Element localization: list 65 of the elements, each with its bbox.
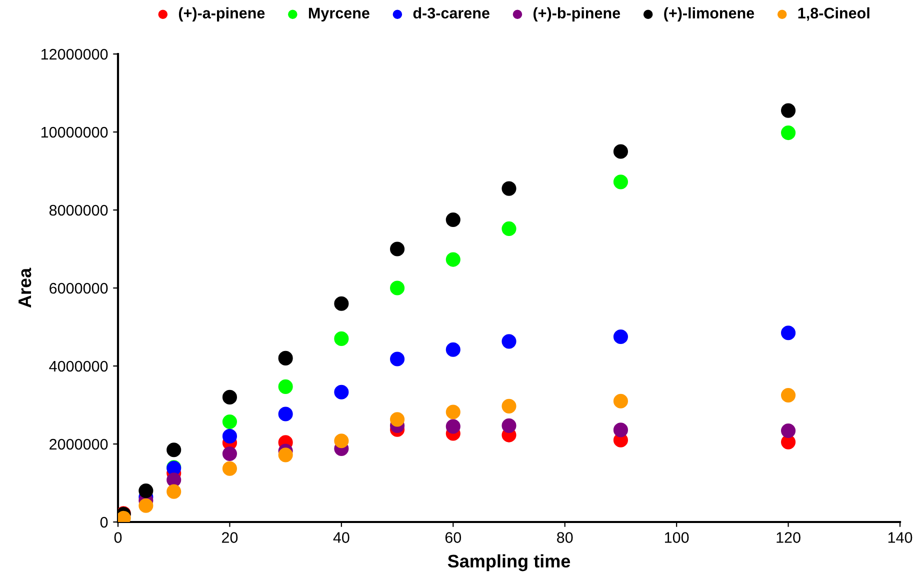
point xyxy=(446,212,460,228)
legend-label: 1,8-Cineol xyxy=(798,7,870,21)
point xyxy=(781,125,796,140)
point xyxy=(502,334,516,349)
point xyxy=(166,442,182,458)
point xyxy=(613,422,628,438)
point xyxy=(781,103,796,118)
point xyxy=(334,434,349,448)
point xyxy=(502,398,516,414)
point xyxy=(222,428,237,444)
x-tick-label: 80 xyxy=(557,532,573,543)
y-tick-label: 0 xyxy=(100,516,108,528)
y-tick-label: 6000000 xyxy=(50,282,108,294)
point xyxy=(613,174,628,190)
point xyxy=(334,331,349,346)
point xyxy=(278,379,293,394)
y-tick-label: 4000000 xyxy=(49,360,108,372)
legend-label: Myrcene xyxy=(308,8,370,22)
point xyxy=(613,329,628,344)
point xyxy=(138,484,154,498)
x-axis-title: Sampling time xyxy=(448,554,570,572)
point xyxy=(781,423,796,438)
y-tick-label: 12000000 xyxy=(41,48,108,60)
point xyxy=(502,221,516,236)
point xyxy=(222,446,237,462)
point xyxy=(222,461,237,476)
legend-label: (+)-b-pinene xyxy=(534,7,620,22)
x-tick-label: 0 xyxy=(114,532,122,543)
point xyxy=(613,144,628,159)
point xyxy=(390,242,405,256)
point xyxy=(390,280,405,296)
x-tick-label: 140 xyxy=(888,532,912,543)
point xyxy=(222,414,237,430)
point xyxy=(446,342,460,357)
point xyxy=(390,352,405,366)
legend-label: (+)-a-pinene xyxy=(178,7,265,22)
x-tick-label: 20 xyxy=(222,532,238,543)
point xyxy=(138,498,154,513)
point xyxy=(446,419,460,434)
x-tick-label: 120 xyxy=(776,532,800,543)
point xyxy=(781,326,796,340)
x-tick-label: 100 xyxy=(664,532,689,543)
legend-label: d-3-carene xyxy=(413,7,490,19)
point xyxy=(446,252,460,267)
point xyxy=(278,406,293,422)
point xyxy=(334,384,349,400)
y-tick-label: 2000000 xyxy=(50,438,108,450)
point xyxy=(278,448,293,462)
point xyxy=(613,394,628,408)
x-tick-label: 60 xyxy=(445,532,462,543)
point xyxy=(166,472,182,488)
y-axis-title: Area xyxy=(18,268,32,308)
y-tick-label: 8000000 xyxy=(49,204,108,216)
point xyxy=(278,350,293,366)
point xyxy=(502,181,516,196)
x-tick-label: 40 xyxy=(333,532,350,543)
y-tick-label: 10000000 xyxy=(41,126,108,138)
point xyxy=(390,412,405,427)
point xyxy=(334,296,349,311)
legend-label: (+)-limonene xyxy=(664,7,754,22)
point xyxy=(502,418,516,433)
point xyxy=(781,388,796,403)
point xyxy=(166,484,182,499)
point xyxy=(446,404,460,420)
point xyxy=(222,390,237,404)
